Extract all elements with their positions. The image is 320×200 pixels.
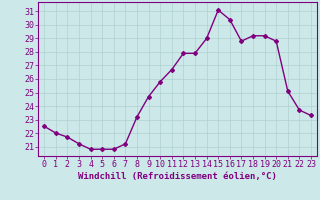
X-axis label: Windchill (Refroidissement éolien,°C): Windchill (Refroidissement éolien,°C) bbox=[78, 172, 277, 181]
